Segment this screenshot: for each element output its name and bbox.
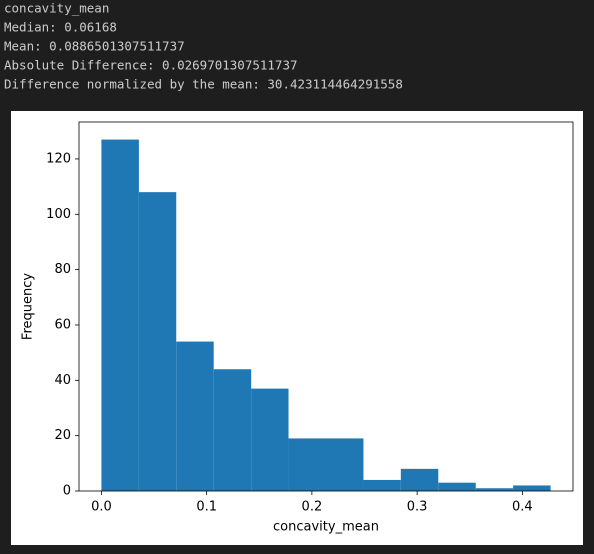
bar [138, 192, 177, 492]
x-tick-label: 0.0 [91, 500, 112, 515]
x-tick-label: 0.3 [407, 500, 428, 515]
axes-frame [78, 121, 574, 492]
output-line: Median: 0.06168 [4, 20, 117, 35]
bar [176, 341, 214, 491]
bar [475, 488, 514, 491]
y-tick-label: 60 [54, 317, 71, 332]
y-tick-label: 20 [54, 428, 71, 443]
y-tick-label: 80 [54, 262, 71, 277]
bar [251, 388, 289, 491]
output-line: Absolute Difference: 0.0269701307511737 [4, 58, 298, 73]
output-line: concavity_mean [4, 1, 109, 16]
x-tick-label: 0.4 [512, 500, 533, 515]
bar [513, 485, 551, 491]
x-tick-label: 0.1 [196, 500, 217, 515]
y-tick-label: 0 [63, 484, 71, 499]
output-line: Difference normalized by the mean: 30.42… [4, 77, 403, 92]
bar [326, 438, 364, 491]
y-tick-label: 100 [46, 207, 71, 222]
y-tick-label: 120 [46, 151, 71, 166]
x-axis-label: concavity_mean [273, 520, 379, 535]
bar [438, 482, 476, 491]
bar [288, 438, 326, 491]
bar [101, 139, 139, 492]
y-tick-label: 40 [54, 373, 71, 388]
bar [400, 468, 439, 491]
bar [363, 479, 401, 491]
output-line: Mean: 0.0886501307511737 [4, 39, 185, 54]
x-tick-label: 0.2 [302, 500, 323, 515]
y-axis-label: Frequency [21, 273, 36, 340]
bar [213, 369, 252, 491]
